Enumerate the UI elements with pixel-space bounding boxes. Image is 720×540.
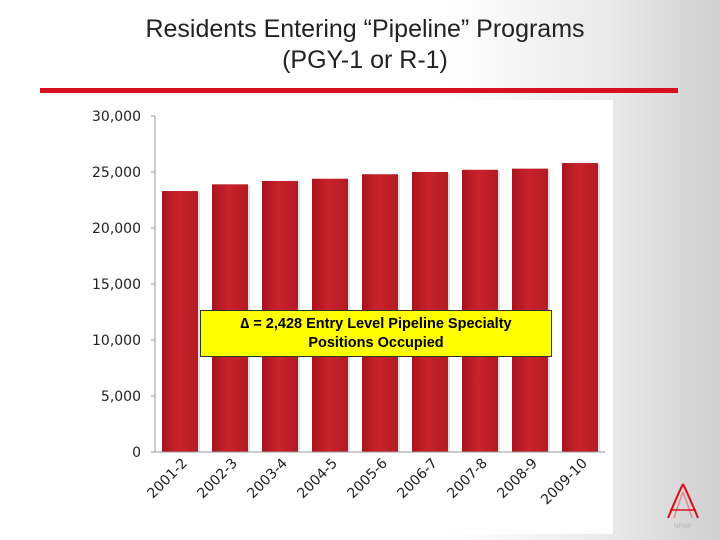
- title-line-2: (PGY-1 or R-1): [282, 46, 448, 74]
- callout-line-1: ∆ = 2,428 Entry Level Pipeline Specialty: [240, 316, 512, 332]
- x-tick-label: 2007-8: [444, 456, 490, 502]
- x-tick-label: 2006-7: [394, 456, 440, 502]
- x-tick-label: 2002-3: [194, 456, 240, 502]
- callout-line-2: Positions Occupied: [308, 335, 444, 351]
- y-tick-label: 20,000: [92, 221, 141, 237]
- title-divider: [40, 88, 678, 93]
- y-tick-label: 30,000: [92, 109, 141, 125]
- slide-title: Residents Entering “Pipeline” Programs (…: [0, 14, 720, 76]
- x-tick-label: 2005-6: [344, 455, 390, 501]
- x-tick-label: 2009-10: [538, 456, 591, 509]
- x-tick-label: 2004-5: [294, 456, 340, 502]
- x-tick-label: 2003-4: [244, 455, 290, 501]
- x-tick-label: 2008-9: [494, 456, 540, 502]
- title-line-1: Residents Entering “Pipeline” Programs: [145, 15, 585, 43]
- y-tick-label: 15,000: [92, 277, 141, 293]
- y-tick-label: 10,000: [92, 333, 141, 349]
- delta-callout: ∆ = 2,428 Entry Level Pipeline Specialty…: [200, 310, 552, 357]
- y-tick-label: 5,000: [101, 389, 141, 405]
- organization-logo-icon: [667, 483, 699, 519]
- y-tick-label: 0: [132, 445, 141, 461]
- organization-logo: NRMP: [660, 478, 706, 534]
- y-tick-label: 25,000: [92, 165, 141, 181]
- x-tick-label: 2001-2: [144, 456, 190, 502]
- bar: [562, 163, 598, 452]
- logo-caption: NRMP: [674, 524, 692, 530]
- bar: [162, 191, 198, 452]
